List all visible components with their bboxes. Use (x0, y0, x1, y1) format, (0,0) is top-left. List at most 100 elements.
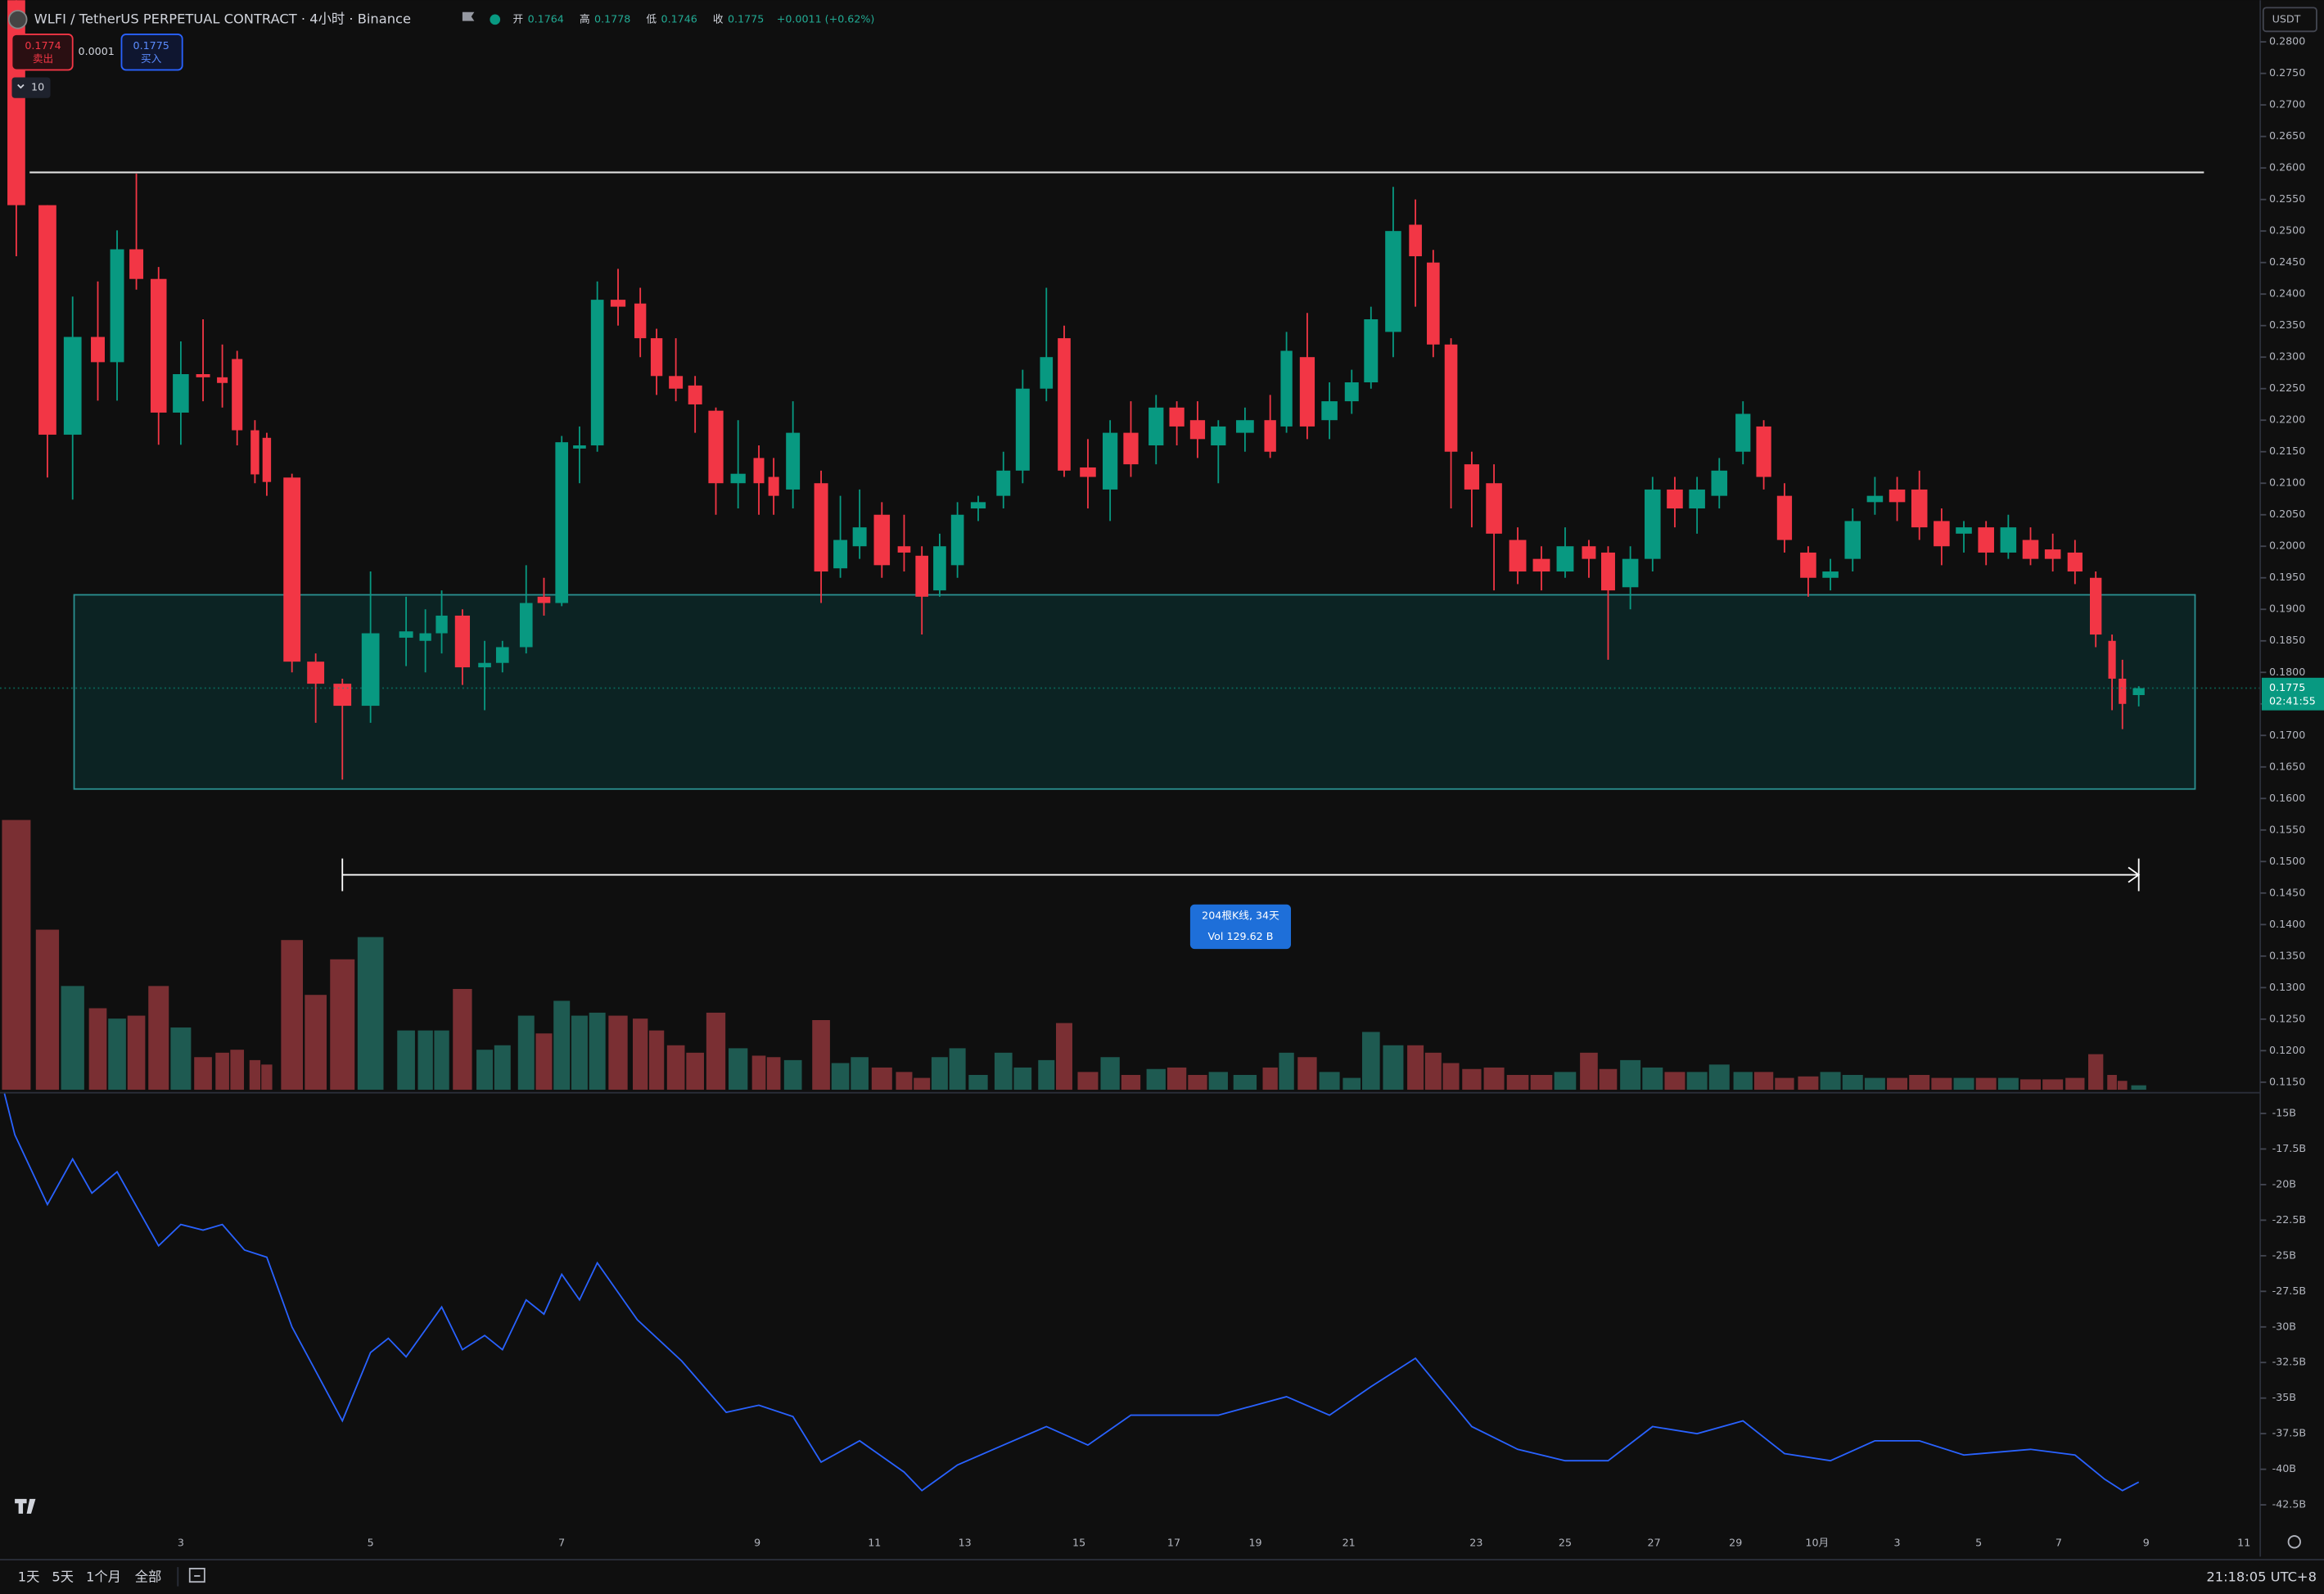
volume-bar (2107, 1074, 2117, 1091)
unit-button[interactable] (2262, 7, 2317, 33)
y-tick-label: 0.2700 (2269, 98, 2305, 111)
y-tick-label: 0.1950 (2269, 571, 2305, 583)
candle-body (150, 278, 167, 413)
candle-body (1645, 489, 1661, 559)
volume-bar (88, 1008, 107, 1091)
candle-body (970, 502, 986, 509)
x-tick-label: 3 (1894, 1537, 1901, 1549)
sell-button[interactable] (11, 34, 74, 71)
volume-bar (1167, 1067, 1187, 1091)
candle-body (1622, 558, 1639, 588)
volume-bar (1953, 1077, 1974, 1091)
candle-body (1211, 426, 1226, 446)
candle-body (1385, 231, 1401, 332)
volume-bar (1038, 1059, 1055, 1091)
candle-body (1299, 357, 1315, 427)
ohlc-label: 开 (512, 12, 523, 25)
indicator-toggle[interactable] (11, 77, 51, 98)
candle-body (7, 0, 25, 205)
volume-bar (1407, 1045, 1424, 1091)
range-button[interactable]: 1个月 (86, 1569, 121, 1584)
volume-bar (633, 1018, 648, 1091)
candle-body (537, 596, 551, 603)
settings-icon[interactable] (2287, 1535, 2301, 1549)
y2-tick-label: -42.5B (2272, 1498, 2306, 1510)
candle-body (634, 303, 647, 339)
measure-arrow (2128, 866, 2141, 883)
goto-icon[interactable] (188, 1568, 205, 1583)
candle-body (2022, 540, 2039, 559)
candle-body (873, 514, 891, 566)
candle-body (2067, 552, 2083, 572)
y2-tick-label: -27.5B (2272, 1285, 2306, 1297)
ohlc-value: 0.1775 (728, 12, 764, 25)
symbol-title[interactable]: WLFI / TetherUS PERPETUAL CONTRACT · 4小时… (34, 11, 411, 26)
y-tick-label: 0.1150 (2269, 1075, 2305, 1087)
volume-bar (751, 1055, 766, 1091)
volume-bar (1775, 1077, 1794, 1091)
volume-bar (2065, 1077, 2085, 1091)
volume-bar (2088, 1054, 2104, 1091)
volume-bar (1686, 1072, 1708, 1091)
candle-body (399, 631, 413, 638)
volume-bar (517, 1015, 535, 1091)
price-tag-value: 0.1775 (2269, 681, 2305, 693)
tv-logo[interactable] (15, 1498, 36, 1514)
x-tick-label: 15 (1072, 1537, 1085, 1549)
candle-body (1444, 344, 1458, 452)
x-tick-label: 27 (1648, 1537, 1661, 1549)
volume-bar (1383, 1045, 1404, 1091)
range-button[interactable]: 全部 (135, 1569, 162, 1584)
ohlc-label: 低 (646, 12, 657, 25)
candle-body (852, 527, 867, 547)
volume-bar (453, 988, 472, 1091)
volume-bar (194, 1057, 212, 1091)
flag-icon[interactable] (462, 11, 475, 21)
candle-body (1735, 413, 1751, 452)
y-tick-label: 0.2750 (2269, 66, 2305, 79)
range-buttons: 1天 5天 1个月 全部 (18, 1569, 162, 1584)
x-tick-label: 13 (959, 1537, 972, 1549)
candle-body (1169, 407, 1185, 427)
candle-body (768, 476, 779, 496)
volume-bar (1753, 1072, 1774, 1091)
buy-button[interactable] (120, 34, 183, 71)
candle-body (1911, 489, 1928, 528)
volume-bar (1361, 1032, 1380, 1091)
y-tick-label: 0.1850 (2269, 634, 2305, 646)
volume-bar (896, 1072, 913, 1091)
candle-body (91, 336, 105, 363)
volume-bar (1554, 1072, 1577, 1091)
axis-unit: USDT (2272, 12, 2301, 25)
volume-bar (1343, 1077, 1361, 1091)
volume-bar (1580, 1052, 1598, 1091)
volume-bar (729, 1048, 748, 1091)
measure-tool: 204根K线, 34天 Vol 129.62 B (341, 858, 2141, 950)
candle-body (1148, 407, 1164, 446)
candle-body (610, 300, 626, 307)
volume-bar (1462, 1068, 1482, 1091)
volume-bar (127, 1015, 146, 1091)
y-tick-label: 0.2350 (2269, 318, 2305, 331)
candle-body (173, 373, 189, 413)
candle-body (1509, 540, 1527, 572)
range-button[interactable]: 1天 (18, 1569, 40, 1584)
x-tick-label: 19 (1249, 1537, 1262, 1549)
volume-bar (994, 1052, 1013, 1091)
candle-body (2000, 527, 2017, 553)
candle-body (1409, 224, 1422, 256)
clock[interactable]: 21:18:05 UTC+8 (2206, 1569, 2317, 1584)
candle-body (1601, 552, 1615, 591)
candle-body (110, 249, 124, 363)
candle-body (1667, 489, 1683, 509)
sell-label: 卖出 (33, 52, 53, 65)
candle-body (1711, 470, 1728, 496)
volume-bar (215, 1052, 229, 1091)
volume-bar (1887, 1077, 1908, 1091)
candle-body (1486, 483, 1502, 534)
range-button[interactable]: 5天 (52, 1569, 74, 1584)
volume-bar (1642, 1067, 1663, 1091)
ohlc-values: 开 0.1764 高 0.1778 低 0.1746 收 0.1775 (512, 12, 764, 25)
obv-line (3, 1093, 2140, 1492)
volume-bar (108, 1018, 126, 1091)
